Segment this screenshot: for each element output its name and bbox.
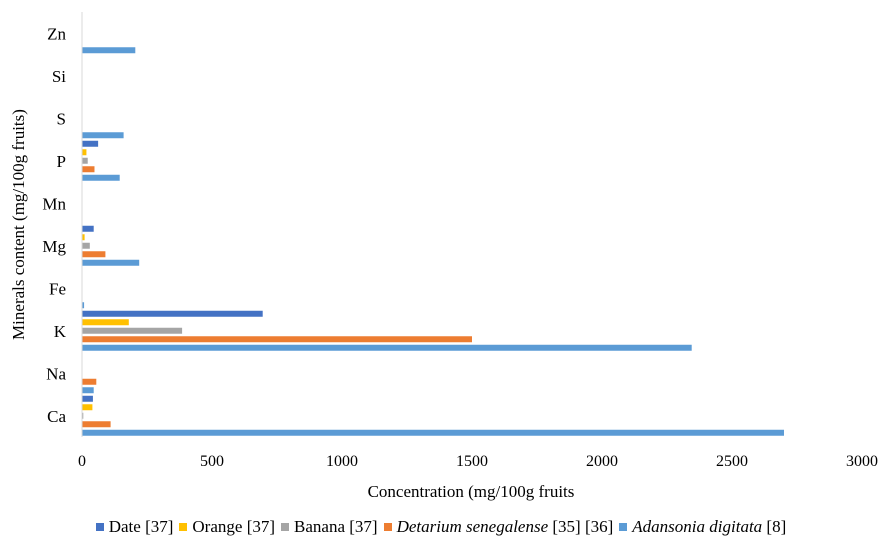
legend-series-ref: [37]	[246, 517, 276, 536]
bar-banana-k	[82, 327, 183, 334]
category-label-p: P	[57, 152, 66, 171]
legend-swatch	[95, 523, 104, 531]
bar-adansonia-digitata-mg	[82, 259, 140, 266]
bar-adansonia-digitata-zn	[82, 47, 136, 54]
category-label-s: S	[57, 109, 66, 128]
legend-swatch	[619, 523, 628, 531]
bar-banana-ca	[82, 412, 84, 419]
legend-swatch	[383, 523, 392, 531]
legend-series-ref: [35] [36]	[552, 517, 614, 536]
category-label-na: Na	[46, 364, 66, 383]
legend-series-name: Banana	[294, 517, 345, 536]
x-tick-label: 0	[78, 453, 86, 470]
legend-swatch	[179, 523, 188, 531]
bar-adansonia-digitata-s	[82, 132, 124, 139]
bar-date-k	[82, 310, 263, 317]
legend-item-adansonia-digitata: Adansonia digitata [8]	[619, 517, 786, 537]
legend-item-banana: Banana [37]	[281, 517, 378, 537]
x-tick-label: 2500	[716, 453, 748, 470]
bar-adansonia-digitata-k	[82, 344, 692, 351]
x-tick-label: 500	[200, 453, 224, 470]
x-tick-label: 1000	[326, 453, 358, 470]
legend-series-ref: [37]	[145, 517, 174, 536]
category-label-mn: Mn	[42, 194, 66, 213]
bar-adansonia-digitata-na	[82, 387, 94, 394]
legend-series-name: Detarium senegalense	[396, 517, 549, 536]
legend-item-orange: Orange [37]	[179, 517, 275, 537]
legend: Date [37] Orange [37] Banana [37] Detarium …	[0, 517, 882, 537]
bar-adansonia-digitata-p	[82, 174, 120, 181]
bar-orange-k	[82, 319, 129, 326]
x-tick-labels: 0 500 1000 1500 2000 2500 3000	[78, 453, 878, 470]
bar-banana-p	[82, 157, 88, 164]
bar-date-ca	[82, 395, 93, 402]
bar-orange-p	[82, 149, 87, 156]
bar-detarium-senegalense-k	[82, 336, 472, 343]
bar-banana-mg	[82, 242, 90, 249]
legend-series-name: Orange	[192, 517, 243, 536]
x-tick-label: 1500	[456, 453, 488, 470]
legend-series-name: Adansonia digitata	[632, 517, 763, 536]
legend-item-detarium-senegalense: Detarium senegalense [35] [36]	[383, 517, 614, 537]
legend-swatch	[281, 523, 290, 531]
bar-detarium-senegalense-p	[82, 166, 95, 173]
x-tick-label: 3000	[846, 453, 878, 470]
legend-series-name: Date	[108, 517, 141, 536]
legend-series-ref: [37]	[349, 517, 378, 536]
x-axis-title: Concentration (mg/100g fruits	[368, 482, 575, 501]
bar-orange-mg	[82, 234, 85, 241]
category-label-zn: Zn	[47, 24, 66, 43]
bar-detarium-senegalense-na	[82, 378, 97, 385]
category-label-k: K	[54, 322, 67, 341]
bar-adansonia-digitata-fe	[82, 302, 85, 309]
y-axis-title: Minerals content (mg/100g fruits)	[9, 109, 28, 340]
x-tick-label: 2000	[586, 453, 618, 470]
category-label-ca: Ca	[47, 407, 66, 426]
legend-item-date: Date [37]	[95, 517, 174, 537]
bar-detarium-senegalense-mg	[82, 251, 106, 258]
bar-adansonia-digitata-ca	[82, 429, 784, 436]
category-label-fe: Fe	[49, 279, 66, 298]
bar-detarium-senegalense-ca	[82, 421, 111, 428]
category-label-si: Si	[52, 67, 66, 86]
bar-date-mg	[82, 225, 94, 232]
bars-layer	[82, 47, 784, 436]
category-labels: Ca Na K Fe Mg Mn P S Si Zn	[42, 24, 66, 426]
legend-series-ref: [8]	[766, 517, 787, 536]
bar-date-p	[82, 140, 99, 147]
bar-orange-ca	[82, 404, 93, 411]
category-label-mg: Mg	[42, 237, 66, 256]
